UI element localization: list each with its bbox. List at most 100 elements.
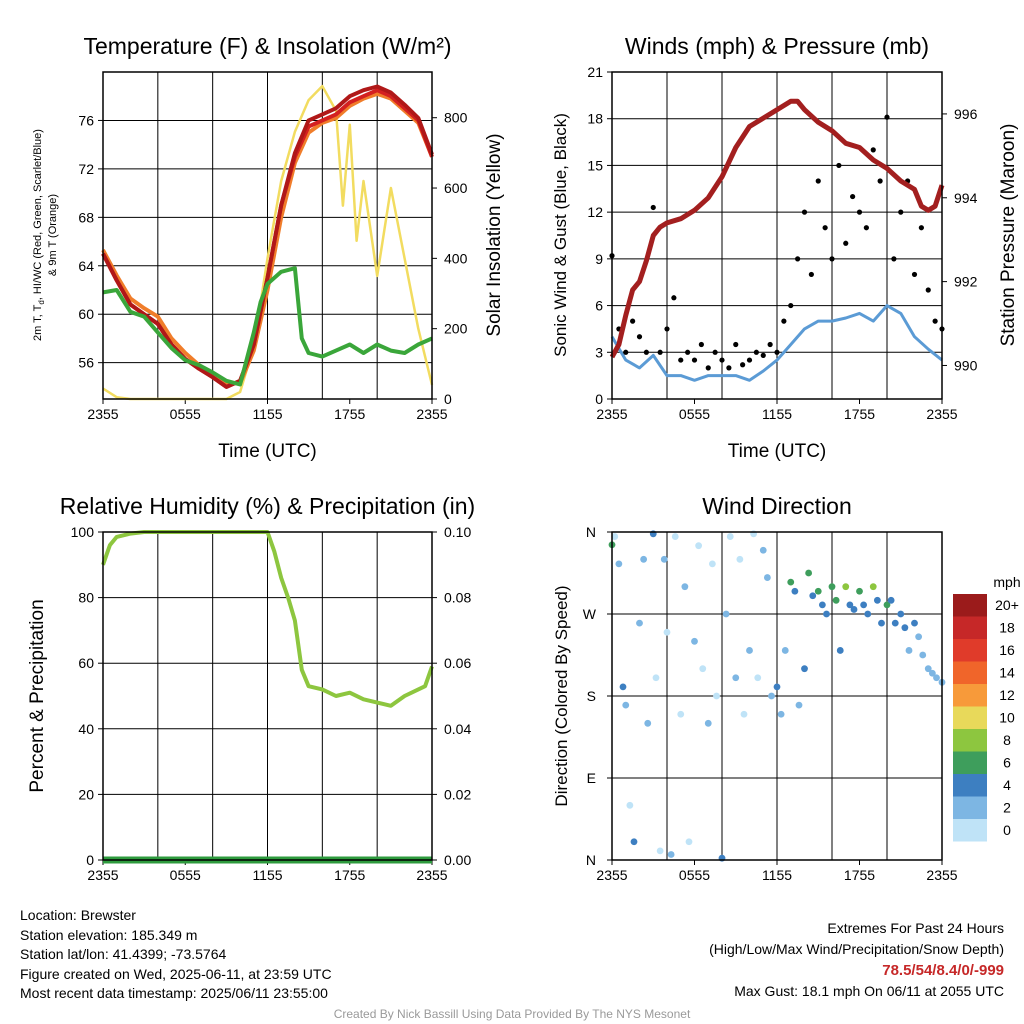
location-text: Location: Brewster [20, 907, 136, 923]
speed-legend-label: 0 [1003, 822, 1011, 838]
elevation-text: Station elevation: 185.349 m [20, 926, 198, 943]
speed-legend-swatch [953, 594, 987, 617]
wind-chart-gust-point [843, 240, 849, 246]
direction-chart-direction-point [644, 719, 652, 727]
speed-legend-label: 12 [999, 687, 1015, 703]
rh-chart-title: Relative Humidity (%) & Precipitation (i… [60, 493, 475, 519]
direction-chart-direction-point [708, 560, 716, 568]
direction-chart-direction-point [919, 651, 927, 659]
wind-chart-y2-tick-label: 990 [954, 357, 978, 373]
wind-chart-y-tick-label: 6 [595, 298, 603, 314]
direction-chart-direction-point [732, 674, 740, 682]
direction-chart-direction-point [850, 606, 858, 613]
direction-chart-direction-point [681, 583, 689, 591]
direction-chart-direction-point [611, 533, 619, 540]
direction-chart-x-tick-label: 2355 [596, 867, 627, 883]
speed-legend-label: 20+ [995, 597, 1019, 613]
direction-chart-direction-point [836, 647, 844, 654]
direction-chart-direction-point [791, 587, 799, 595]
direction-chart-direction-point [671, 533, 679, 540]
wind-chart-frame [611, 71, 943, 400]
extremes-title: Extremes For Past 24 Hours [827, 920, 1004, 936]
speed-legend-label: 8 [1003, 732, 1011, 748]
wind-chart-x-tick-label: 0555 [679, 406, 710, 422]
wind-chart-title: Winds (mph) & Pressure (mb) [625, 33, 929, 59]
direction-chart-direction-point [660, 555, 668, 563]
direction-chart-direction-point [746, 647, 753, 654]
rh-chart-y2-tick-label: 0.06 [444, 655, 471, 671]
wind-chart-gust-point [630, 318, 636, 324]
direction-chart-direction-point [773, 683, 781, 691]
rh-chart-x-tick-label: 2355 [87, 867, 118, 883]
wind-chart-gust-point [705, 365, 711, 371]
speed-legend-swatch [953, 796, 987, 819]
created-text: Figure created on Wed, 2025-06-11, at 23… [20, 965, 332, 982]
wind-chart-gust-point [891, 256, 897, 262]
wind-chart-gust-point [815, 178, 821, 184]
temp-chart-x-tick-label: 0555 [170, 406, 201, 422]
wind-chart-gust-point [712, 349, 718, 355]
rh-chart-y2-tick-label: 0.04 [444, 721, 471, 737]
wind-chart-gust-point [822, 225, 828, 231]
temp-chart-x-tick-label: 2355 [87, 406, 118, 422]
temp-chart-y-label: 2m T, Td, HI/WC (Red, Green, Scarlet/Blu… [32, 129, 46, 341]
speed-legend-label: 10 [999, 710, 1015, 726]
direction-chart-y-tick-label: S [587, 688, 596, 704]
direction-chart-direction-point [754, 674, 762, 682]
direction-chart-direction-point [864, 610, 872, 618]
speed-legend-label: 2 [1003, 800, 1011, 816]
rh-chart-y-tick-label: 0 [86, 852, 94, 868]
speed-legend-label: 6 [1003, 755, 1011, 771]
temp-chart-x-tick-label: 1155 [252, 406, 282, 422]
direction-chart-direction-point [805, 569, 813, 577]
wind-chart-x-tick-label: 2355 [926, 406, 957, 422]
direction-chart-direction-point [787, 578, 795, 586]
temp-chart-frame [102, 71, 433, 400]
rh-chart-y2-tick-label: 0.08 [444, 590, 471, 606]
wind-chart-gust-point [808, 271, 814, 278]
wind-chart-gust-point [884, 114, 890, 120]
wind-chart-plot-area: 2355 0555 1155 1755 2355 [596, 72, 958, 422]
direction-chart-direction-point [763, 574, 771, 581]
rh-chart-y2-tick-label: 0.00 [444, 852, 471, 868]
direction-chart-direction-point [801, 665, 808, 673]
direction-chart-direction-point [897, 610, 905, 618]
wind-chart-gust-point [685, 349, 691, 355]
direction-chart-direction-point [713, 692, 720, 700]
direction-chart-direction-point [905, 647, 913, 654]
wind-chart-gust-point [911, 271, 918, 278]
speed-legend-label: 4 [1003, 777, 1011, 793]
speed-legend-title: mph [993, 574, 1020, 590]
wind-chart-gust-point [918, 225, 924, 231]
temp-chart-y2-tick-label: 800 [444, 110, 468, 126]
direction-chart-y-tick-label: N [586, 524, 596, 540]
rh-chart-y-tick-label: 80 [78, 590, 94, 606]
wind-chart-gust-point [726, 365, 732, 371]
rh-chart-x-tick-label: 1155 [252, 867, 282, 883]
temp-chart-series-9m-t [101, 91, 434, 386]
wind-chart-gust-point [863, 225, 869, 231]
temp-chart-y2-tick-label: 400 [444, 250, 468, 266]
temp-chart-x-tick-label: 1755 [334, 406, 365, 422]
wind-chart-gust-point [678, 357, 684, 363]
wind-chart-series-sonic-wind [610, 304, 943, 382]
wind-chart-gust-point [788, 302, 794, 309]
direction-chart-direction-point [615, 560, 623, 568]
direction-chart-direction-point [640, 555, 648, 563]
temp-chart-plot-area: 2355 0555 1155 1755 2355 [87, 72, 448, 422]
direction-chart-direction-point [883, 601, 891, 609]
rh-chart-x-tick-label: 1755 [334, 867, 365, 883]
wind-chart-y-tick-label: 12 [587, 204, 603, 220]
wind-chart-y-tick-label: 3 [595, 344, 603, 360]
y-label-part: , HI/WC (Red, Green, Scarlet/Blue) [32, 129, 44, 300]
station-info: Location: Brewster Station elevation: 18… [20, 906, 332, 1004]
speed-legend-swatch [953, 819, 987, 842]
direction-chart-x-tick-label: 1755 [844, 867, 875, 883]
speed-legend-label: 16 [999, 642, 1015, 658]
speed-legend-swatch [953, 706, 987, 729]
direction-chart-direction-point [722, 610, 730, 618]
direction-chart-direction-point [726, 533, 734, 540]
speed-legend-label: 18 [999, 620, 1015, 636]
wind-chart-y2-label: Station Pressure (Maroon) [998, 124, 1019, 347]
temp-chart-y-tick-label: 64 [78, 258, 94, 274]
